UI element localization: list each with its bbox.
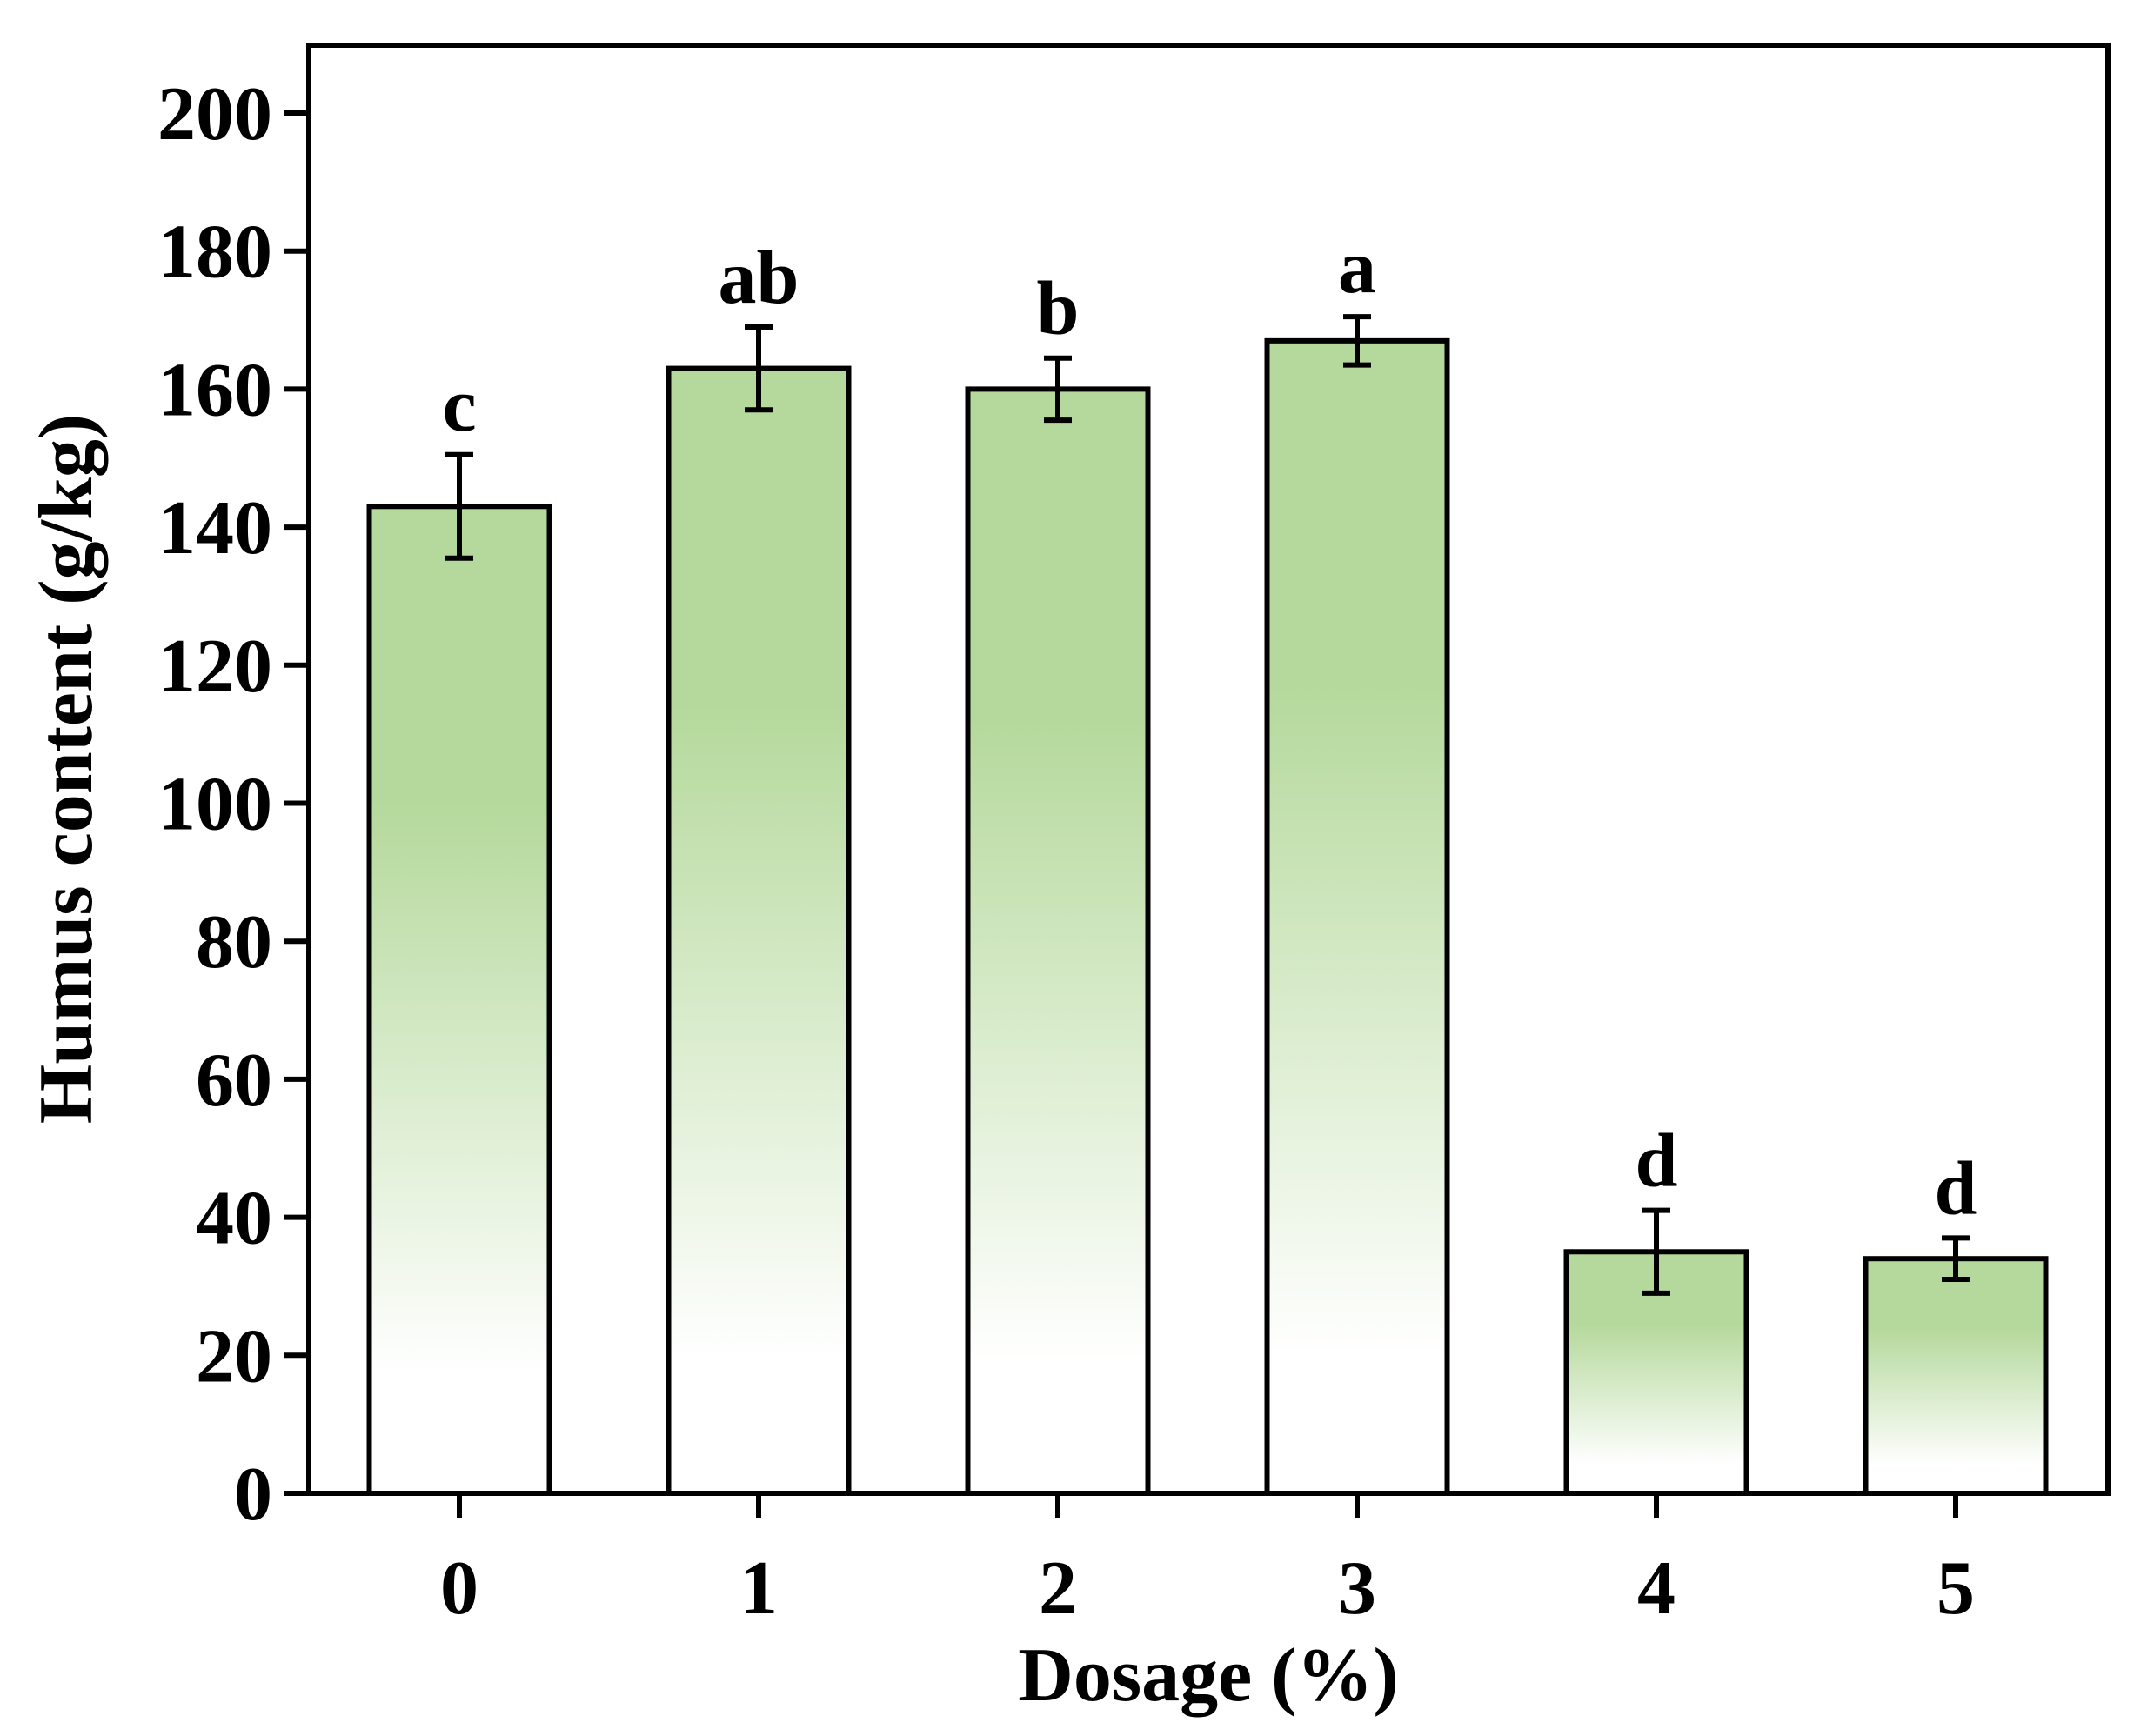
- significance-letter: d: [1935, 1146, 1977, 1231]
- bar: [965, 386, 1151, 1496]
- bar: [1863, 1256, 2049, 1496]
- x-tick-label: 1: [739, 1546, 778, 1631]
- x-tick-label: 2: [1039, 1546, 1077, 1631]
- y-tick-label: 200: [157, 72, 272, 157]
- bar: [1264, 337, 1450, 1497]
- y-tick-label: 80: [196, 900, 272, 985]
- error-bars-layer: [445, 314, 1970, 1296]
- significance-letters-layer: c ab b a d d: [442, 225, 1977, 1231]
- plot-frame: [306, 43, 2111, 1496]
- x-axis-title: Dosage (%): [1018, 1633, 1398, 1718]
- y-tick-label: 40: [196, 1177, 272, 1261]
- y-tick-label: 60: [196, 1038, 272, 1123]
- y-tick-label: 140: [157, 486, 272, 571]
- y-tick-label: 100: [157, 763, 272, 847]
- bar: [366, 504, 552, 1496]
- x-tick-label: 3: [1338, 1546, 1376, 1631]
- significance-letter: b: [1037, 267, 1080, 351]
- significance-letter: a: [1338, 225, 1376, 310]
- y-tick-label: 160: [157, 348, 272, 432]
- bar: [666, 365, 852, 1497]
- x-tick-label: 0: [440, 1546, 478, 1631]
- x-tick-label: 5: [1937, 1546, 1975, 1631]
- y-tick-label: 180: [157, 210, 272, 295]
- significance-letter: ab: [719, 236, 799, 320]
- y-tick-label: 20: [196, 1314, 272, 1399]
- y-tick-label: 120: [157, 624, 272, 709]
- y-axis-title: Humus content (g/kg): [24, 414, 109, 1125]
- x-axis: 0 1 2 3 4 5: [440, 1493, 1975, 1631]
- significance-letter: d: [1636, 1119, 1678, 1204]
- y-axis: 0 20 40 60 80 100 120 140 160 180 200: [157, 72, 309, 1537]
- y-tick-label: 0: [234, 1452, 272, 1537]
- bars-layer: [366, 337, 2049, 1497]
- x-tick-label: 4: [1637, 1546, 1676, 1631]
- significance-letter: c: [442, 364, 476, 448]
